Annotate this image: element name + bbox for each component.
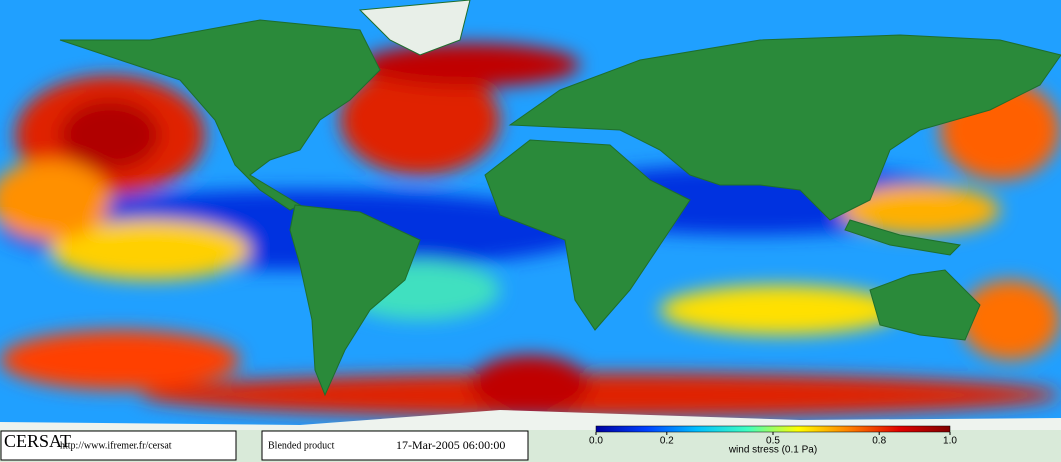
colorbar-label: wind stress (0.1 Pa) <box>728 445 817 456</box>
colorbar: 0.0 0.2 0.5 0.8 1.0 wind stress (0.1 Pa) <box>589 425 957 456</box>
antarctica <box>0 410 1061 430</box>
colorbar-tick-label: 0.0 <box>589 436 603 447</box>
colorbar-tick-label: 0.5 <box>766 436 780 447</box>
land <box>0 0 1061 430</box>
colorbar-tick-label: 0.2 <box>660 436 674 447</box>
south-america <box>289 204 421 397</box>
indonesia <box>844 219 962 256</box>
logo: CERSAT <box>4 431 71 451</box>
australia <box>869 269 981 341</box>
footer: CERSAT http://www.ifremer.fr/cersat Blen… <box>0 430 1061 462</box>
date: 17-Mar-2005 06:00:00 <box>396 438 505 452</box>
product: Blended product <box>268 440 335 451</box>
africa <box>484 139 691 331</box>
url: http://www.ifremer.fr/cersat <box>60 440 172 451</box>
colorbar-tick-label: 0.8 <box>872 436 886 447</box>
north-america <box>59 19 381 211</box>
eurasia <box>508 34 1061 221</box>
colorbar-scale <box>595 425 951 433</box>
product-box <box>261 430 529 461</box>
greenland <box>358 0 471 56</box>
logo-box <box>0 430 237 461</box>
colorbar-tick-label: 1.0 <box>943 436 957 447</box>
